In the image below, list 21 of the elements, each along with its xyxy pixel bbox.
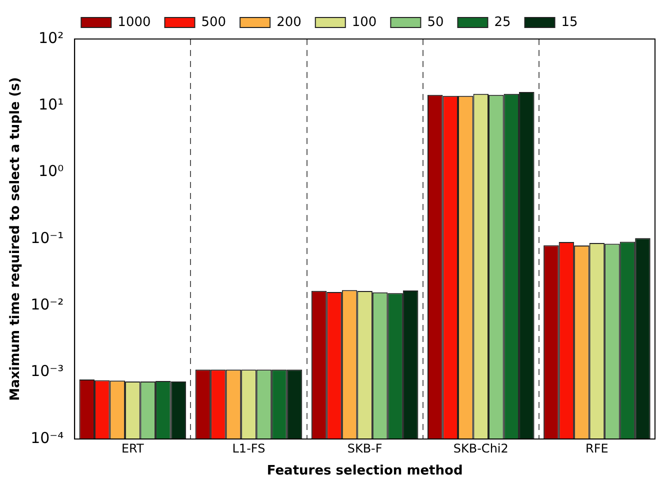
x-axis-title: Features selection method <box>266 464 463 479</box>
legend-label: 100 <box>352 14 377 30</box>
y-tick-label: 10¹ <box>38 96 64 114</box>
legend-label: 1000 <box>118 14 151 30</box>
legend-label: 200 <box>276 14 302 30</box>
x-tick-label: SKB-Chi2 <box>453 441 508 456</box>
y-axis-title: Maximum time required to select a tuple (s) <box>8 77 24 401</box>
x-tick-label: RFE <box>586 441 608 456</box>
legend-label: 500 <box>201 14 226 30</box>
x-tick-label: L1-FS <box>232 441 266 456</box>
y-tick-label: 10⁻² <box>30 296 64 314</box>
legend-label: 50 <box>427 14 444 30</box>
y-tick-label: 10² <box>38 28 64 47</box>
legend-label: 15 <box>561 14 578 30</box>
y-tick-label: 10⁻¹ <box>30 228 64 247</box>
y-tick-label: 10⁻⁴ <box>30 428 64 447</box>
y-tick-label: 10⁻³ <box>30 362 64 380</box>
legend-label: 25 <box>494 14 511 30</box>
x-tick-label: ERT <box>121 441 145 456</box>
x-tick-label: SKB-F <box>347 441 382 456</box>
y-tick-label: 10⁰ <box>38 162 64 180</box>
